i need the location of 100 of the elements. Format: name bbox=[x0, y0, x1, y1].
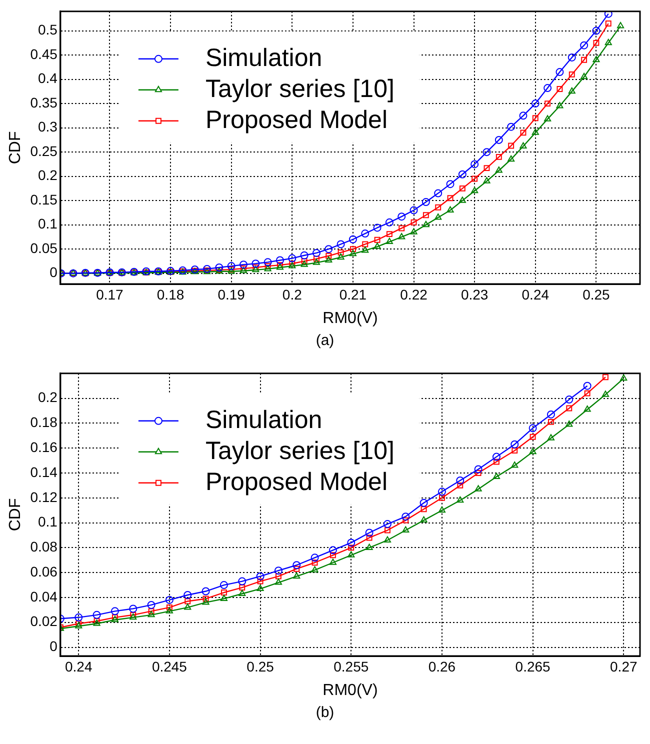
x-tick-label: 0.25 bbox=[582, 286, 610, 302]
point bbox=[544, 84, 552, 92]
y-tick-label: 0.2 bbox=[38, 167, 58, 184]
point bbox=[568, 53, 576, 62]
point bbox=[374, 236, 380, 243]
y-tick-label: 0.35 bbox=[30, 94, 58, 110]
point bbox=[544, 100, 551, 107]
point bbox=[257, 578, 264, 584]
y-tick-label: 0.45 bbox=[30, 46, 58, 62]
point bbox=[402, 512, 410, 521]
point bbox=[494, 458, 500, 465]
x-axis-title: RM0(V) bbox=[322, 310, 378, 327]
point bbox=[532, 115, 538, 122]
point bbox=[165, 596, 174, 604]
point bbox=[581, 56, 588, 63]
point bbox=[529, 448, 536, 454]
x-tick-label: 0.24 bbox=[522, 286, 550, 302]
point bbox=[602, 390, 610, 397]
y-tick-label: 0.02 bbox=[30, 613, 58, 630]
point bbox=[264, 258, 272, 266]
point bbox=[457, 482, 464, 488]
point bbox=[605, 20, 612, 26]
x-tick-label: 0.18 bbox=[156, 286, 184, 302]
point bbox=[314, 256, 320, 262]
point bbox=[512, 448, 518, 454]
x-tick-label: 0.27 bbox=[610, 658, 638, 674]
x-tick-label: 0.265 bbox=[515, 658, 551, 674]
point bbox=[184, 591, 192, 599]
point bbox=[373, 224, 382, 232]
point bbox=[276, 256, 284, 264]
point bbox=[565, 396, 574, 404]
point bbox=[510, 440, 519, 448]
x-tick-label: 0.25 bbox=[246, 658, 274, 674]
y-tick-label: 0.08 bbox=[30, 538, 58, 555]
point bbox=[584, 406, 591, 412]
point bbox=[568, 87, 576, 94]
point bbox=[365, 528, 374, 537]
x-tick-label: 0.24 bbox=[64, 658, 92, 674]
point bbox=[328, 546, 337, 554]
point bbox=[434, 189, 442, 198]
legend-label: Proposed Model bbox=[205, 106, 388, 134]
point bbox=[420, 516, 428, 523]
point bbox=[110, 607, 119, 616]
point bbox=[184, 603, 192, 610]
point bbox=[456, 496, 464, 503]
x-tick-label: 0.26 bbox=[428, 658, 456, 674]
point bbox=[310, 554, 319, 562]
point bbox=[446, 206, 454, 213]
point bbox=[300, 260, 308, 267]
point bbox=[239, 584, 246, 591]
point bbox=[580, 41, 588, 50]
point bbox=[330, 552, 336, 558]
point bbox=[471, 186, 478, 194]
point bbox=[366, 534, 372, 541]
point bbox=[583, 382, 592, 390]
point bbox=[362, 246, 369, 253]
point bbox=[422, 198, 430, 206]
x-tick-label: 0.23 bbox=[460, 286, 488, 302]
point bbox=[398, 232, 406, 240]
point bbox=[580, 72, 588, 80]
point bbox=[238, 577, 246, 586]
point bbox=[166, 607, 173, 614]
point bbox=[147, 600, 156, 609]
point bbox=[294, 566, 300, 572]
point bbox=[362, 241, 368, 248]
point bbox=[556, 102, 564, 108]
point bbox=[438, 494, 445, 501]
point bbox=[349, 250, 356, 256]
point bbox=[274, 566, 282, 575]
point bbox=[384, 527, 390, 534]
point bbox=[528, 424, 537, 432]
point bbox=[256, 584, 264, 592]
point bbox=[556, 86, 563, 92]
y-tick-label: 0.14 bbox=[30, 464, 58, 480]
y-tick-label: 0 bbox=[50, 638, 58, 654]
point bbox=[274, 578, 282, 585]
point bbox=[166, 604, 172, 610]
point bbox=[74, 613, 83, 622]
x-tick-label: 0.245 bbox=[152, 658, 188, 674]
point bbox=[220, 590, 227, 596]
point bbox=[530, 434, 536, 440]
x-tick-label: 0.17 bbox=[96, 286, 124, 302]
point bbox=[508, 155, 515, 162]
y-tick-label: 0.3 bbox=[38, 118, 58, 135]
point bbox=[458, 170, 466, 178]
point bbox=[366, 544, 373, 550]
point bbox=[301, 258, 308, 264]
point bbox=[546, 410, 555, 418]
point bbox=[592, 56, 600, 62]
point bbox=[325, 256, 332, 262]
legend-label: Taylor series [10] bbox=[205, 74, 394, 103]
point bbox=[435, 204, 442, 210]
text: (b) bbox=[314, 703, 336, 723]
y-tick-label: 0.15 bbox=[30, 191, 58, 208]
point bbox=[547, 434, 555, 440]
point bbox=[604, 11, 612, 18]
point bbox=[293, 572, 300, 579]
x-tick-label: 0.2 bbox=[282, 286, 302, 302]
point bbox=[238, 590, 246, 596]
y-tick-label: 0.2 bbox=[38, 389, 58, 406]
